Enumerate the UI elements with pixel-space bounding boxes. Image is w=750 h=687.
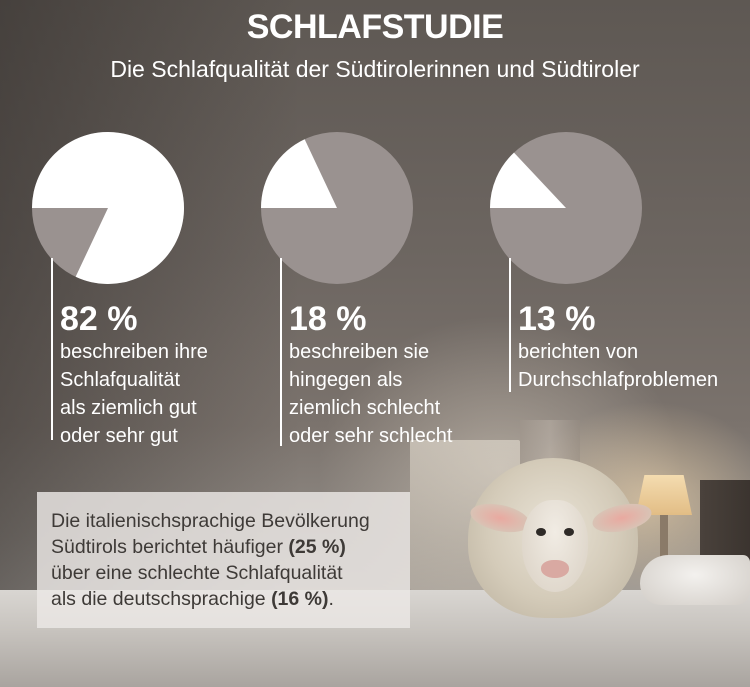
stat-3: 13 % berichten von Durchschlafproblemen [518, 300, 718, 394]
stat-1-line: Schlafqualität [60, 369, 181, 391]
note-line-1: Die italienischsprachige Bevölkerung [51, 510, 370, 532]
page-subtitle: Die Schlafqualität der Südtirolerinnen u… [110, 56, 640, 82]
note-german-value: (16 %) [271, 588, 329, 610]
pillow [640, 555, 750, 605]
stat-2: 18 % beschreiben sie hingegen als ziemli… [289, 300, 452, 450]
note-line-4-end: . [328, 588, 334, 610]
note-line-4-text: als die deutschsprachige [51, 588, 272, 610]
stat-3-line: Durchschlafproblemen [518, 369, 719, 391]
stat-2-line: oder sehr schlecht [289, 425, 453, 447]
note-line-3: über eine schlechte Schlafqualität [51, 562, 343, 584]
stat-2-value: 18 % [289, 300, 367, 338]
stat-1-line: als ziemlich gut [60, 397, 197, 419]
stat-1-line: beschreiben ihre [60, 341, 208, 363]
note-box [37, 492, 410, 628]
note-line-2: Südtirols berichtet häufiger (25 %) [51, 534, 401, 560]
stat-1: 82 % beschreiben ihre Schlafqualität als… [60, 300, 208, 450]
note-line-4: als die deutschsprachige (16 %). [51, 586, 401, 612]
stat-2-line: beschreiben sie [289, 341, 430, 363]
page-title: SCHLAFSTUDIE [246, 8, 504, 46]
pie-2-highlight-slice [261, 139, 337, 208]
stat-1-value: 82 % [60, 300, 138, 338]
sheep-nose [541, 560, 569, 578]
pie-1-highlight-slice [32, 132, 185, 284]
note-line-2-text: Südtirols berichtet häufiger [51, 536, 289, 558]
stat-2-line: hingegen als [289, 369, 403, 391]
lamp-base [660, 515, 668, 575]
note-text: Die italienischsprachige Bevölkerung Süd… [51, 508, 401, 612]
stat-1-description: beschreiben ihre Schlafqualität als ziem… [60, 338, 208, 450]
stat-1-line: oder sehr gut [60, 425, 178, 447]
stat-3-line: berichten von [518, 341, 639, 363]
stat-2-line: ziemlich schlecht [289, 397, 441, 419]
stat-3-value: 13 % [518, 300, 596, 338]
note-italian-value: (25 %) [288, 536, 346, 558]
sheep-eye-left [536, 528, 546, 536]
pie-3-highlight-slice [490, 152, 566, 208]
stat-3-description: berichten von Durchschlafproblemen [518, 338, 718, 394]
stat-2-description: beschreiben sie hingegen als ziemlich sc… [289, 338, 452, 450]
sheep-eye-right [564, 528, 574, 536]
